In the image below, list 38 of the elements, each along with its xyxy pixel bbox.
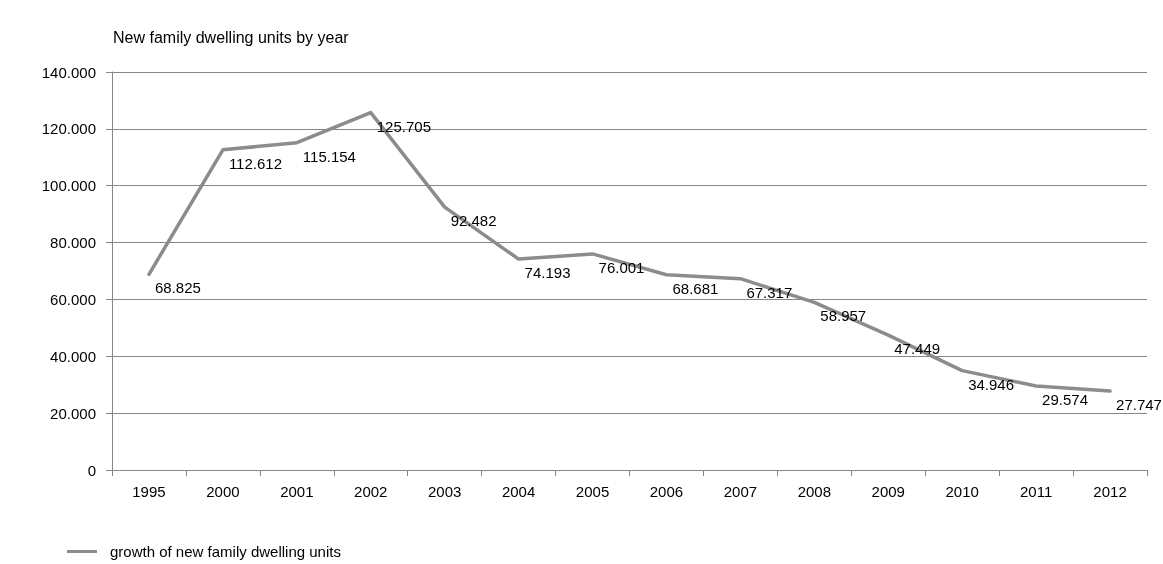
- data-label: 125.705: [376, 117, 431, 135]
- x-tick-label: 2011: [1019, 483, 1053, 500]
- chart-title: New family dwelling units by year: [113, 28, 350, 46]
- data-label: 68.825: [154, 279, 201, 297]
- data-label: 92.482: [450, 212, 497, 230]
- y-tick-label: 60.000: [50, 290, 96, 308]
- data-label: 76.001: [598, 258, 645, 276]
- x-tick-label: 1995: [132, 483, 166, 500]
- x-tick-label: 2004: [501, 483, 536, 500]
- data-label: 74.193: [524, 264, 571, 282]
- x-tick-label: 2009: [871, 483, 905, 500]
- data-label: 112.612: [228, 154, 282, 172]
- data-label: 47.449: [894, 340, 941, 358]
- x-tick-label: 2001: [280, 483, 314, 500]
- x-tick-label: 2007: [723, 483, 758, 500]
- data-label: 67.317: [746, 283, 793, 301]
- data-label: 29.574: [1042, 390, 1088, 408]
- data-label: 34.946: [968, 375, 1015, 393]
- x-tick-label: 2012: [1093, 483, 1127, 500]
- x-tick-label: 2010: [945, 483, 979, 500]
- x-tick-label: 2006: [649, 483, 684, 500]
- x-tick-label: 2000: [206, 483, 240, 500]
- y-tick-label: 20.000: [50, 404, 96, 422]
- y-tick-label: 80.000: [50, 234, 96, 252]
- data-label: 68.681: [672, 279, 719, 297]
- data-label: 27.747: [1116, 396, 1162, 414]
- y-tick-label: 140.000: [41, 63, 96, 81]
- x-tick-label: 2002: [354, 483, 388, 500]
- x-tick-label: 2008: [797, 483, 832, 500]
- data-label: 115.154: [302, 147, 356, 165]
- legend-label: growth of new family dwelling units: [110, 543, 341, 560]
- data-label: 58.957: [820, 307, 867, 325]
- y-tick-label: 120.000: [41, 120, 96, 138]
- y-tick-label: 40.000: [50, 347, 96, 365]
- y-tick-label: 0: [87, 461, 96, 479]
- x-tick-label: 2005: [575, 483, 610, 500]
- y-tick-label: 100.000: [41, 177, 96, 195]
- x-tick-label: 2003: [427, 483, 462, 500]
